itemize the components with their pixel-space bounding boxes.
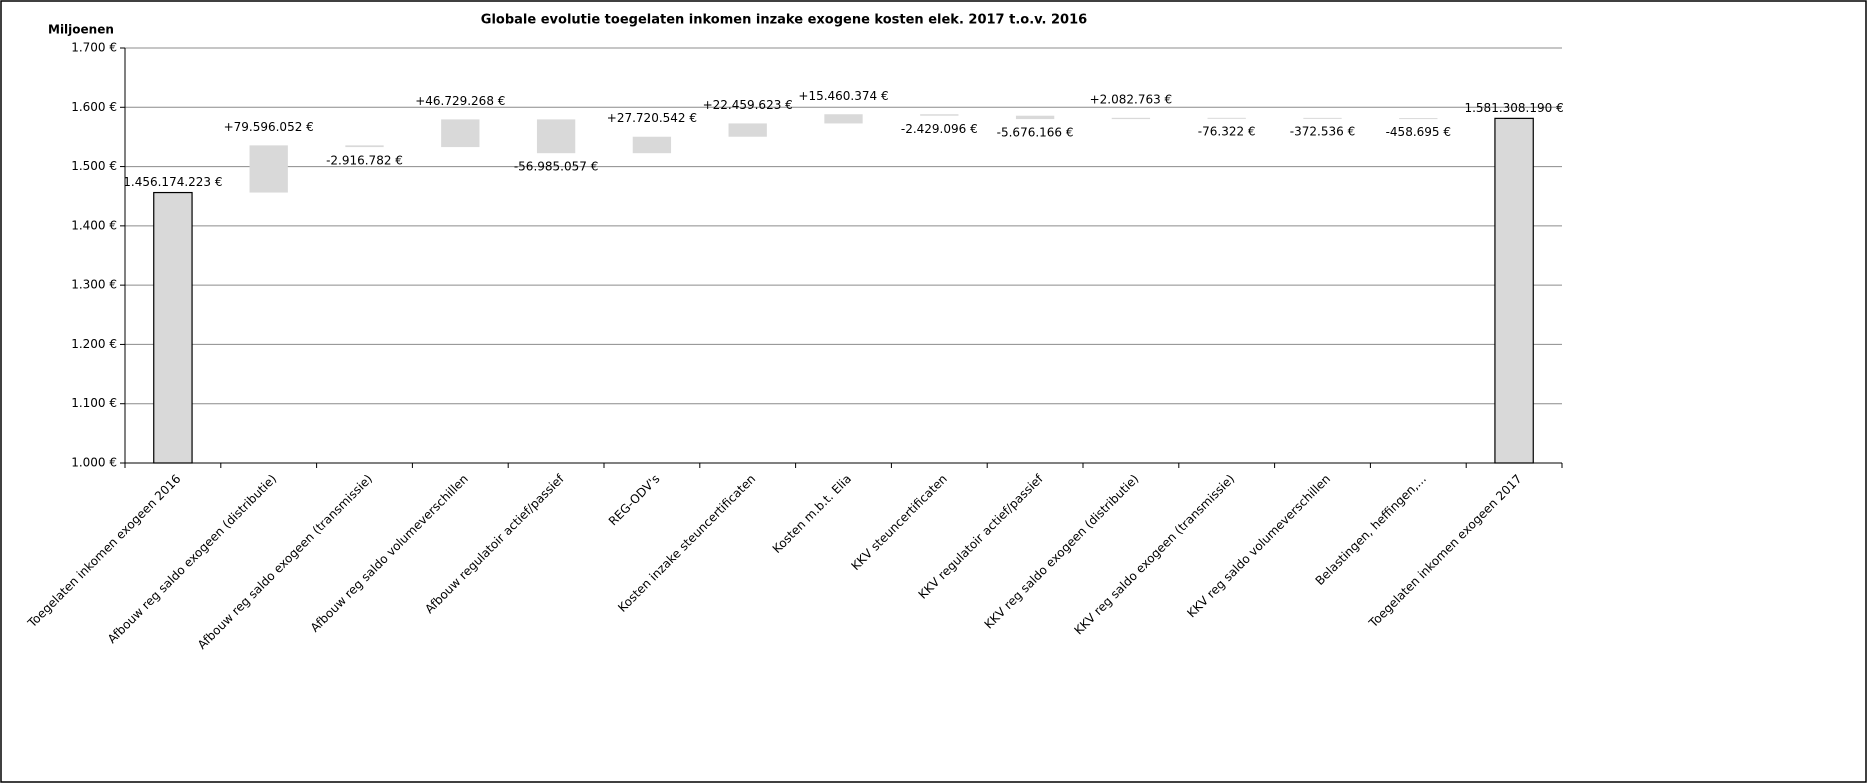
delta-bar <box>441 119 480 148</box>
y-tick-label: 1.500 € <box>71 159 117 173</box>
data-label: 1.581.308.190 € <box>1464 101 1563 115</box>
delta-bar <box>1303 117 1342 119</box>
delta-bar <box>920 114 959 116</box>
data-label: -5.676.166 € <box>997 126 1074 140</box>
delta-bar <box>1207 117 1246 119</box>
data-label: -2.429.096 € <box>901 122 978 136</box>
delta-bar <box>728 123 767 137</box>
delta-bar <box>632 136 672 154</box>
delta-bar <box>345 145 384 148</box>
total-bar <box>1494 117 1534 464</box>
data-label: -76.322 € <box>1198 124 1256 138</box>
data-label: -372.536 € <box>1290 125 1355 139</box>
data-label: +15.460.374 € <box>798 89 888 103</box>
chart-title: Globale evolutie toegelaten inkomen inza… <box>481 13 1087 28</box>
data-label: +46.729.268 € <box>415 94 505 108</box>
data-label: +79.596.052 € <box>224 120 314 134</box>
data-label: -2.916.782 € <box>326 154 403 168</box>
y-axis-label: Miljoenen <box>48 23 114 37</box>
delta-bar <box>536 119 576 154</box>
data-label: 1.456.174.223 € <box>123 175 222 189</box>
delta-bar <box>824 114 863 124</box>
y-tick-label: 1.200 € <box>71 337 117 351</box>
data-label: +22.459.623 € <box>703 98 793 112</box>
data-label: +27.720.542 € <box>607 111 697 125</box>
y-tick-label: 1.400 € <box>71 218 117 232</box>
data-label: -56.985.057 € <box>514 160 599 174</box>
data-label: -458.695 € <box>1386 125 1451 139</box>
total-bar <box>153 191 193 464</box>
y-tick-label: 1.300 € <box>71 278 117 292</box>
y-tick-label: 1.600 € <box>71 100 117 114</box>
delta-bar <box>1015 115 1055 120</box>
delta-bar <box>249 145 288 193</box>
delta-bar <box>1111 117 1151 120</box>
y-tick-label: 1.700 € <box>71 41 117 55</box>
y-tick-label: 1.000 € <box>71 456 117 470</box>
y-tick-label: 1.100 € <box>71 396 117 410</box>
delta-bar <box>1399 118 1438 120</box>
data-label: +2.082.763 € <box>1090 92 1173 106</box>
